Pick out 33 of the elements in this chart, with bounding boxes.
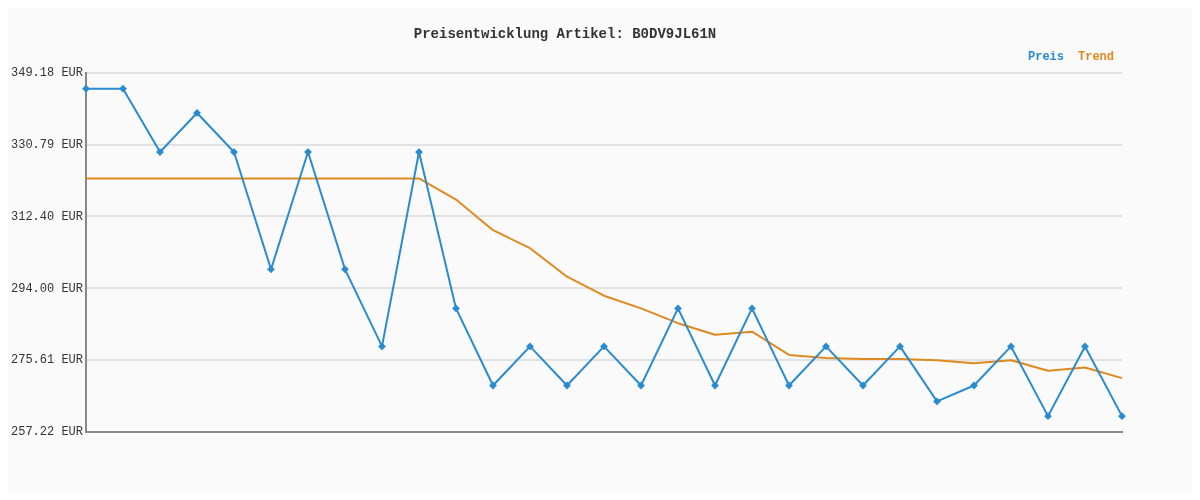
chart-title: Preisentwicklung Artikel: B0DV9JL61N bbox=[413, 25, 717, 42]
point bbox=[896, 342, 904, 350]
y-tick-label: 294.00 EUR bbox=[11, 281, 84, 296]
point bbox=[341, 265, 349, 273]
point bbox=[119, 85, 127, 93]
point bbox=[1118, 412, 1126, 420]
y-tick-label: 275.61 EUR bbox=[11, 353, 84, 368]
y-tick-label: 330.79 EUR bbox=[11, 137, 84, 152]
text: Preis bbox=[1027, 49, 1064, 64]
point bbox=[785, 382, 793, 390]
point bbox=[970, 382, 978, 390]
point bbox=[637, 382, 645, 390]
point bbox=[711, 382, 719, 390]
point bbox=[933, 397, 941, 405]
point bbox=[267, 265, 275, 273]
text: Trend bbox=[1077, 49, 1115, 64]
point bbox=[452, 304, 460, 312]
point bbox=[748, 304, 756, 312]
point bbox=[600, 342, 608, 350]
y-tick-label: 349.18 EUR bbox=[11, 65, 84, 80]
point bbox=[1044, 412, 1052, 420]
point bbox=[859, 382, 867, 390]
point bbox=[378, 342, 386, 350]
point bbox=[489, 382, 497, 390]
point bbox=[822, 342, 830, 350]
y-tick-label: 312.40 EUR bbox=[11, 209, 84, 224]
point bbox=[674, 304, 682, 312]
point bbox=[82, 85, 90, 93]
y-tick-label: 257.22 EUR bbox=[11, 425, 84, 440]
point bbox=[526, 342, 534, 350]
point bbox=[1081, 342, 1089, 350]
point bbox=[563, 382, 571, 390]
point bbox=[1007, 342, 1015, 350]
